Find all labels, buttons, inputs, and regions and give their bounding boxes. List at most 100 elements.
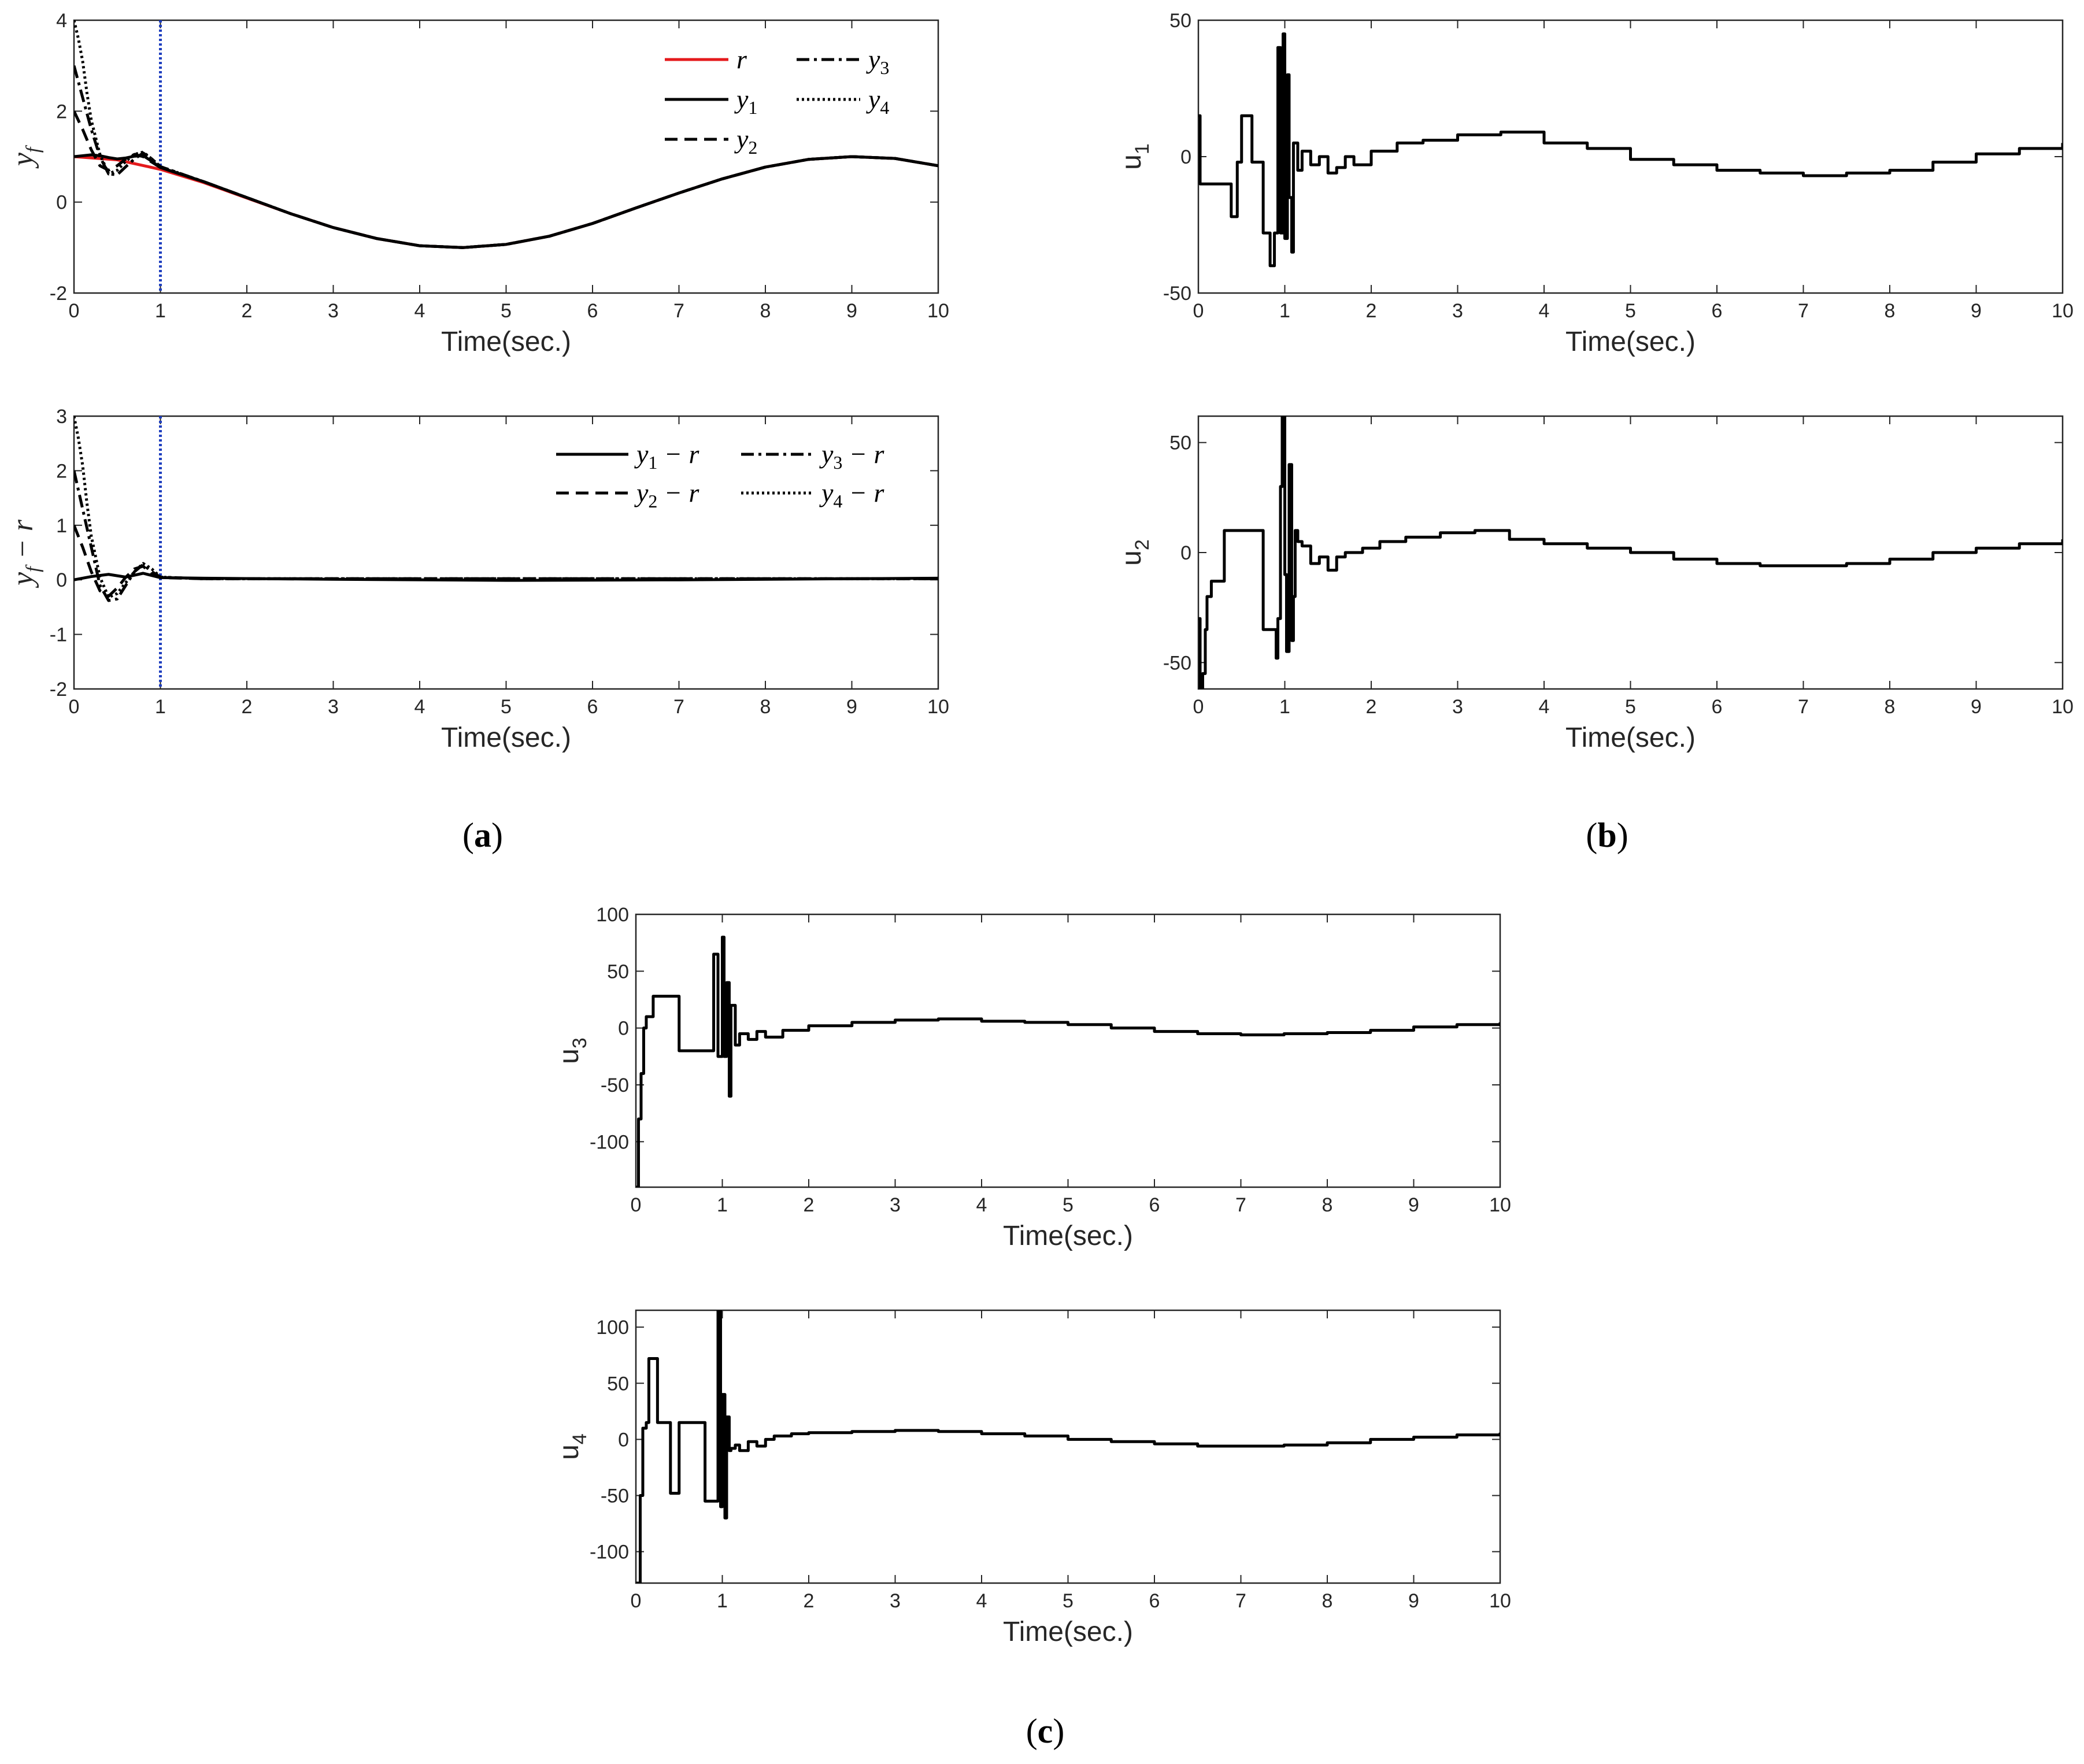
y-tick-label: 4 <box>56 10 67 32</box>
x-tick-label: 0 <box>1193 696 1204 718</box>
x-tick-label: 7 <box>1798 300 1809 322</box>
plot-area-frame <box>635 913 1501 1188</box>
y-tick-label: 100 <box>596 1317 629 1339</box>
series-line-y4 <box>74 20 938 249</box>
x-tick-label: 9 <box>1408 1194 1419 1216</box>
y-tick-label: 3 <box>56 406 67 428</box>
x-tick-label: 0 <box>631 1590 642 1612</box>
plot-area-frame <box>635 1309 1501 1584</box>
legend-label: y1 − r <box>634 439 699 473</box>
x-tick-label: 3 <box>890 1194 901 1216</box>
x-tick-label: 5 <box>1625 696 1636 718</box>
x-tick-label: 7 <box>1235 1590 1246 1612</box>
x-tick-label: 0 <box>1193 300 1204 322</box>
series-line-y4r <box>74 416 938 599</box>
x-tick-label: 2 <box>242 300 253 322</box>
plot-area-frame <box>73 19 939 294</box>
legend-label: y3 <box>866 45 889 78</box>
x-tick-label: 7 <box>1798 696 1809 718</box>
caption-a: (a) <box>462 816 503 854</box>
x-axis-label: Time(sec.) <box>441 722 571 753</box>
y-tick-label: 50 <box>1169 432 1191 454</box>
y-tick-label: -50 <box>1163 652 1191 674</box>
caption-a-letter: a <box>474 816 491 854</box>
series-line-u1 <box>1198 32 2063 268</box>
legend-label: y4 − r <box>819 478 884 512</box>
x-tick-label: 8 <box>1322 1194 1333 1216</box>
y-tick-label: -100 <box>590 1541 629 1563</box>
x-tick-label: 10 <box>2052 696 2074 718</box>
x-tick-label: 2 <box>1366 696 1377 718</box>
x-tick-label: 4 <box>976 1590 987 1612</box>
x-tick-label: 2 <box>804 1194 815 1216</box>
series-line-u2 <box>1198 416 2063 689</box>
x-tick-label: 9 <box>846 300 857 322</box>
y-tick-label: 50 <box>607 1373 629 1395</box>
y-tick-label: 50 <box>1169 10 1191 32</box>
x-tick-label: 10 <box>927 696 949 718</box>
y-tick-label: 0 <box>618 1018 629 1040</box>
caption-b-letter: b <box>1597 816 1616 854</box>
x-tick-label: 1 <box>717 1194 728 1216</box>
x-tick-label: 8 <box>1885 300 1896 322</box>
x-tick-label: 6 <box>1712 300 1723 322</box>
y-tick-label: 0 <box>56 569 67 591</box>
legend-label: y2 − r <box>634 478 699 512</box>
caption-c: (c) <box>1026 1712 1065 1750</box>
y-axis-label: u4 <box>554 1433 591 1460</box>
y-tick-label: 1 <box>56 515 67 537</box>
series-line-u4 <box>636 1310 1500 1583</box>
legend-label: y3 − r <box>819 439 884 473</box>
x-tick-label: 6 <box>587 696 598 718</box>
x-tick-label: 6 <box>1149 1194 1160 1216</box>
x-tick-label: 9 <box>1971 300 1982 322</box>
x-tick-label: 4 <box>1539 696 1550 718</box>
y-tick-label: 0 <box>56 192 67 214</box>
x-tick-label: 1 <box>717 1590 728 1612</box>
x-axis-label: Time(sec.) <box>1003 1221 1133 1251</box>
x-tick-label: 8 <box>760 300 771 322</box>
x-tick-label: 4 <box>414 300 425 322</box>
x-tick-label: 0 <box>69 300 80 322</box>
x-tick-label: 7 <box>1235 1194 1246 1216</box>
x-tick-label: 3 <box>890 1590 901 1612</box>
x-tick-label: 5 <box>1063 1194 1074 1216</box>
x-tick-label: 3 <box>1452 696 1463 718</box>
x-tick-label: 9 <box>1408 1590 1419 1612</box>
x-tick-label: 10 <box>927 300 949 322</box>
y-tick-label: -100 <box>590 1131 629 1153</box>
legend-label: r <box>736 45 747 74</box>
x-tick-label: 2 <box>804 1590 815 1612</box>
y-tick-label: -2 <box>50 679 67 701</box>
x-tick-label: 4 <box>1539 300 1550 322</box>
x-tick-label: 4 <box>414 696 425 718</box>
x-tick-label: 5 <box>501 696 512 718</box>
x-tick-label: 2 <box>242 696 253 718</box>
y-axis-label: u1 <box>1116 143 1153 170</box>
caption-c-letter: c <box>1038 1712 1053 1750</box>
y-tick-label: -50 <box>601 1074 629 1096</box>
x-tick-label: 8 <box>1885 696 1896 718</box>
y-tick-label: -2 <box>50 283 67 305</box>
x-tick-label: 5 <box>1625 300 1636 322</box>
panel-c-top-plot: 0 1 2 3 4 5 6 7 8 9 10 -100 -50 0 50 100 Time(sec.) u3 <box>554 904 1511 1251</box>
legend-label: y1 <box>734 84 757 118</box>
y-axis-label: u3 <box>554 1037 591 1064</box>
plot-area-frame <box>73 415 939 690</box>
y-tick-label: 0 <box>1180 542 1191 564</box>
x-tick-label: 10 <box>1489 1194 1511 1216</box>
x-tick-label: 0 <box>631 1194 642 1216</box>
y-tick-label: 0 <box>1180 146 1191 168</box>
x-tick-label: 6 <box>587 300 598 322</box>
y-axis-label: u2 <box>1116 539 1153 566</box>
y-axis-label: yf <box>6 144 44 169</box>
x-tick-label: 1 <box>1279 696 1290 718</box>
x-tick-label: 0 <box>69 696 80 718</box>
x-tick-label: 4 <box>976 1194 987 1216</box>
x-tick-label: 1 <box>1279 300 1290 322</box>
x-tick-label: 1 <box>155 300 166 322</box>
